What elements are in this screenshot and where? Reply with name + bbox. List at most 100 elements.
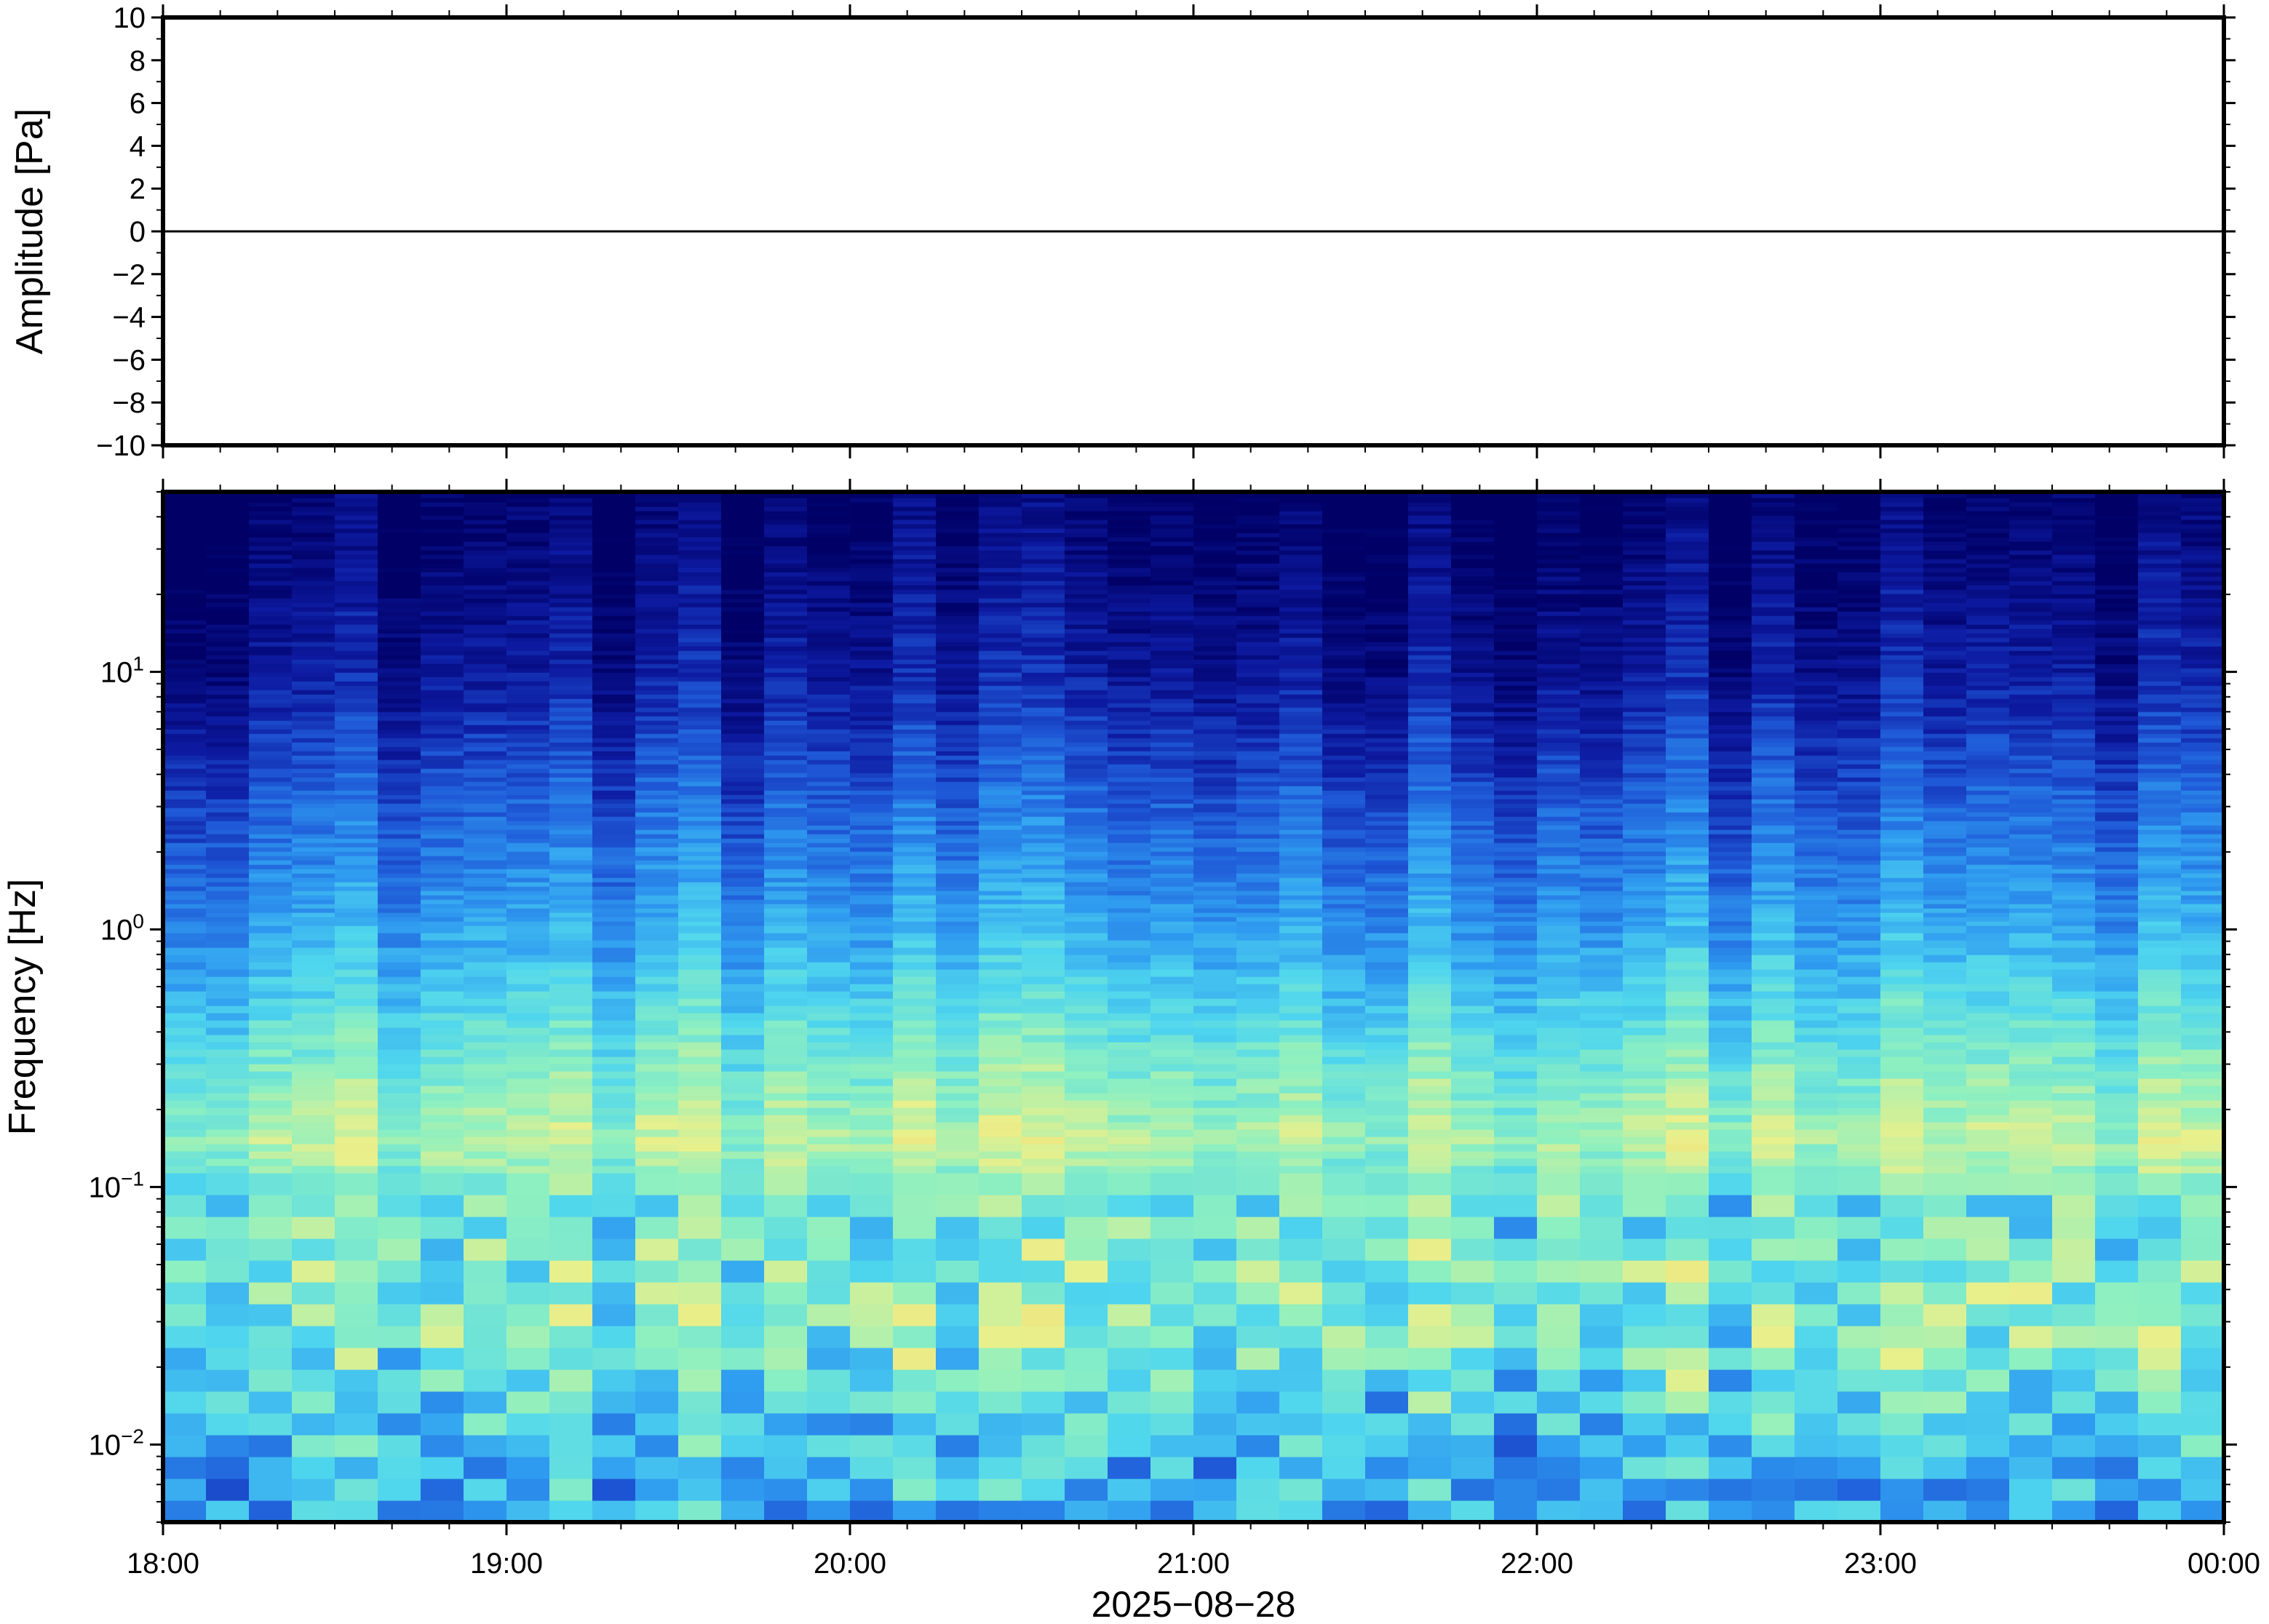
spectrogram-cell — [850, 1369, 894, 1392]
spectrogram-cell — [249, 1435, 293, 1457]
spectrogram-cell — [249, 1071, 293, 1079]
spectrogram-cell — [1408, 611, 1452, 616]
spectrogram-cell — [378, 685, 421, 690]
spectrogram-cell — [807, 642, 851, 647]
spectrogram-cell — [1236, 1173, 1280, 1195]
spectrogram-cell — [592, 912, 636, 918]
spectrogram-cell — [807, 498, 851, 503]
spectrogram-cell — [464, 1151, 507, 1159]
spectrogram-cell — [1451, 568, 1495, 573]
spectrogram-cell — [1279, 899, 1323, 904]
spectrogram-cell — [1108, 1158, 1151, 1166]
spectrogram-cell — [1193, 607, 1237, 612]
spectrogram-cell — [464, 528, 507, 533]
spectrogram-cell — [678, 991, 722, 999]
spectrogram-cell — [1494, 747, 1538, 752]
spectrogram-cell — [335, 891, 378, 896]
spectrogram-cell — [292, 1006, 335, 1014]
spectrogram-cell — [1494, 589, 1538, 594]
spectrogram-cell — [421, 677, 464, 682]
spectrogram-cell — [1494, 984, 1538, 992]
spectrogram-cell — [464, 908, 507, 913]
spectrogram-cell — [678, 1078, 722, 1086]
spectrogram-cell — [764, 659, 808, 664]
spectrogram-cell — [464, 554, 507, 560]
spectrogram-cell — [1451, 1478, 1495, 1501]
spectrogram-cell — [1065, 773, 1108, 778]
spectrogram-cell — [635, 969, 679, 977]
spectrogram-cell — [506, 747, 550, 752]
spectrogram-cell — [1408, 1166, 1452, 1174]
spectrogram-cell — [850, 1071, 894, 1079]
spectrogram-cell — [893, 533, 937, 538]
spectrogram-cell — [1451, 991, 1495, 999]
spectrogram-cell — [421, 541, 464, 546]
spectrogram-cell — [807, 895, 851, 900]
spectrogram-cell — [1451, 550, 1495, 555]
spectrogram-cell — [292, 624, 335, 629]
spectrogram-cell — [1537, 921, 1581, 926]
spectrogram-cell — [635, 524, 679, 529]
spectrogram-cell — [678, 808, 722, 813]
spectrogram-cell — [292, 1435, 335, 1457]
spectrogram-cell — [678, 873, 722, 878]
spectrogram-cell — [678, 847, 722, 852]
spectrogram-cell — [1279, 716, 1323, 721]
spectrogram-cell — [1537, 1217, 1581, 1239]
spectrogram-cell — [421, 904, 464, 909]
spectrogram-cell — [1365, 882, 1409, 887]
spectrogram-cell — [592, 947, 636, 955]
spectrogram-cell — [249, 998, 293, 1006]
spectrogram-cell — [1236, 493, 1280, 498]
spectrogram-cell — [1322, 642, 1366, 647]
spectrogram-cell — [635, 511, 679, 516]
spectrogram-cell — [335, 1500, 378, 1522]
spectrogram-cell — [549, 493, 593, 498]
spectrogram-cell — [1022, 1282, 1065, 1305]
spectrogram-cell — [1408, 808, 1452, 813]
spectrogram-cell — [592, 812, 636, 817]
spectrogram-cell — [335, 528, 378, 533]
spectrogram-cell — [979, 1478, 1022, 1501]
spectrogram-cell — [1151, 829, 1194, 835]
spectrogram-cell — [549, 633, 593, 638]
spectrogram-cell — [1193, 886, 1237, 891]
spectrogram-cell — [1494, 581, 1538, 586]
spectrogram-cell — [1451, 1369, 1495, 1392]
spectrogram-cell — [1022, 1107, 1065, 1115]
spectrogram-cell — [292, 764, 335, 769]
spectrogram-cell — [249, 1129, 293, 1137]
spectrogram-cell — [292, 877, 335, 883]
spectrogram-cell — [1151, 1348, 1194, 1370]
spectrogram-cell — [1537, 1027, 1581, 1035]
spectrogram-cell — [936, 1158, 979, 1166]
spectrogram-cell — [1065, 947, 1108, 955]
spectrogram-cell — [850, 1457, 894, 1479]
spectrogram-cell — [1365, 559, 1409, 564]
spectrogram-cell — [635, 1304, 679, 1326]
spectrogram-cell — [163, 847, 207, 852]
spectrogram-cell — [850, 921, 894, 926]
spectrogram-cell — [592, 550, 636, 555]
spectrogram-cell — [936, 506, 979, 512]
spectrogram-cell — [807, 891, 851, 896]
spectrogram-cell — [1108, 1086, 1151, 1094]
spectrogram-cell — [1193, 1304, 1237, 1326]
spectrogram-cell — [1494, 895, 1538, 900]
spectrogram-cell — [1065, 646, 1108, 651]
spectrogram-cell — [807, 1304, 851, 1326]
spectrogram-cell — [506, 760, 550, 765]
spectrogram-cell — [1494, 502, 1538, 507]
spectrogram-cell — [1451, 602, 1495, 608]
spectrogram-cell — [249, 786, 293, 791]
spectrogram-cell — [936, 629, 979, 634]
spectrogram-cell — [1108, 747, 1151, 752]
spectrogram-cell — [464, 869, 507, 874]
spectrogram-cell — [206, 742, 250, 747]
spectrogram-cell — [1365, 1129, 1409, 1137]
spectrogram-cell — [206, 768, 250, 773]
spectrogram-cell — [1108, 528, 1151, 533]
spectrogram-cell — [335, 681, 378, 686]
spectrogram-cell — [1022, 821, 1065, 826]
spectrogram-cell — [1022, 847, 1065, 852]
